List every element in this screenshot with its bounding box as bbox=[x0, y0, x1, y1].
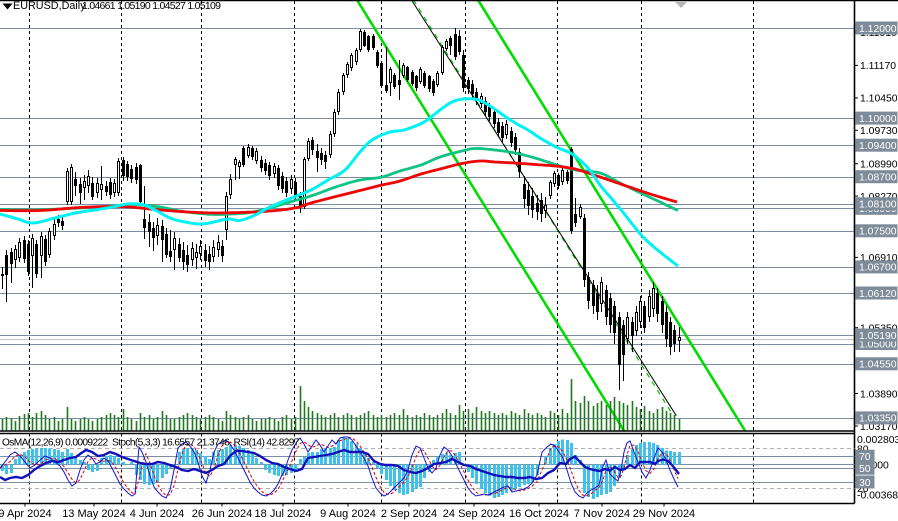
svg-text:4 Jun 2024: 4 Jun 2024 bbox=[130, 508, 184, 520]
svg-text:24 Sep 2024: 24 Sep 2024 bbox=[443, 508, 505, 520]
svg-text:20: 20 bbox=[857, 484, 869, 495]
svg-text:1.08700: 1.08700 bbox=[859, 173, 897, 184]
svg-text:9 Apr 2024: 9 Apr 2024 bbox=[0, 508, 52, 520]
svg-text:1.10000: 1.10000 bbox=[859, 114, 897, 125]
svg-text:1.05190: 1.05190 bbox=[859, 331, 897, 342]
svg-text:13 May 2024: 13 May 2024 bbox=[62, 508, 126, 520]
svg-text:18 Jul 2024: 18 Jul 2024 bbox=[255, 508, 312, 520]
svg-text:OsMA(12,26,9) 0.0009222 Stoch: OsMA(12,26,9) 0.0009222 Stoch(5,3,3) 16.… bbox=[2, 438, 300, 449]
svg-text:2 Sep 2024: 2 Sep 2024 bbox=[381, 508, 437, 520]
svg-text:1.03350: 1.03350 bbox=[859, 414, 897, 425]
svg-text:26 Jun 2024: 26 Jun 2024 bbox=[192, 508, 253, 520]
svg-text:7 Nov 2024: 7 Nov 2024 bbox=[574, 508, 630, 520]
svg-text:1.08990: 1.08990 bbox=[860, 160, 898, 171]
svg-text:1.09730: 1.09730 bbox=[860, 126, 898, 137]
svg-text:1.05000: 1.05000 bbox=[859, 339, 897, 350]
svg-text:9 Aug 2024: 9 Aug 2024 bbox=[320, 508, 376, 520]
svg-text:0.0028034: 0.0028034 bbox=[857, 435, 898, 446]
svg-text:1.03170: 1.03170 bbox=[860, 422, 898, 433]
svg-text:1.03890: 1.03890 bbox=[860, 389, 898, 400]
svg-text:1.12000: 1.12000 bbox=[859, 24, 897, 35]
svg-text:1.10450: 1.10450 bbox=[860, 94, 898, 105]
svg-text:70: 70 bbox=[859, 452, 871, 463]
svg-text:1.06910: 1.06910 bbox=[860, 253, 898, 264]
svg-text:-0.0036884: -0.0036884 bbox=[857, 491, 898, 502]
svg-text:1.07500: 1.07500 bbox=[859, 227, 897, 238]
svg-text:1.11170: 1.11170 bbox=[860, 61, 896, 72]
svg-text:1.06120: 1.06120 bbox=[859, 289, 897, 300]
svg-text:1.09400: 1.09400 bbox=[859, 141, 897, 152]
svg-text:1.06700: 1.06700 bbox=[859, 263, 897, 274]
svg-text:30: 30 bbox=[859, 478, 871, 489]
svg-text:1.08100: 1.08100 bbox=[859, 200, 897, 211]
svg-text:EURUSD,Daily1.04661 1.05190 1.: EURUSD,Daily1.04661 1.05190 1.04527 1.05… bbox=[13, 0, 221, 12]
svg-text:1.04550: 1.04550 bbox=[859, 360, 897, 371]
svg-text:29 Nov 2024: 29 Nov 2024 bbox=[633, 508, 695, 520]
svg-text:16 Oct 2024: 16 Oct 2024 bbox=[509, 508, 569, 520]
svg-text:50: 50 bbox=[859, 464, 871, 475]
